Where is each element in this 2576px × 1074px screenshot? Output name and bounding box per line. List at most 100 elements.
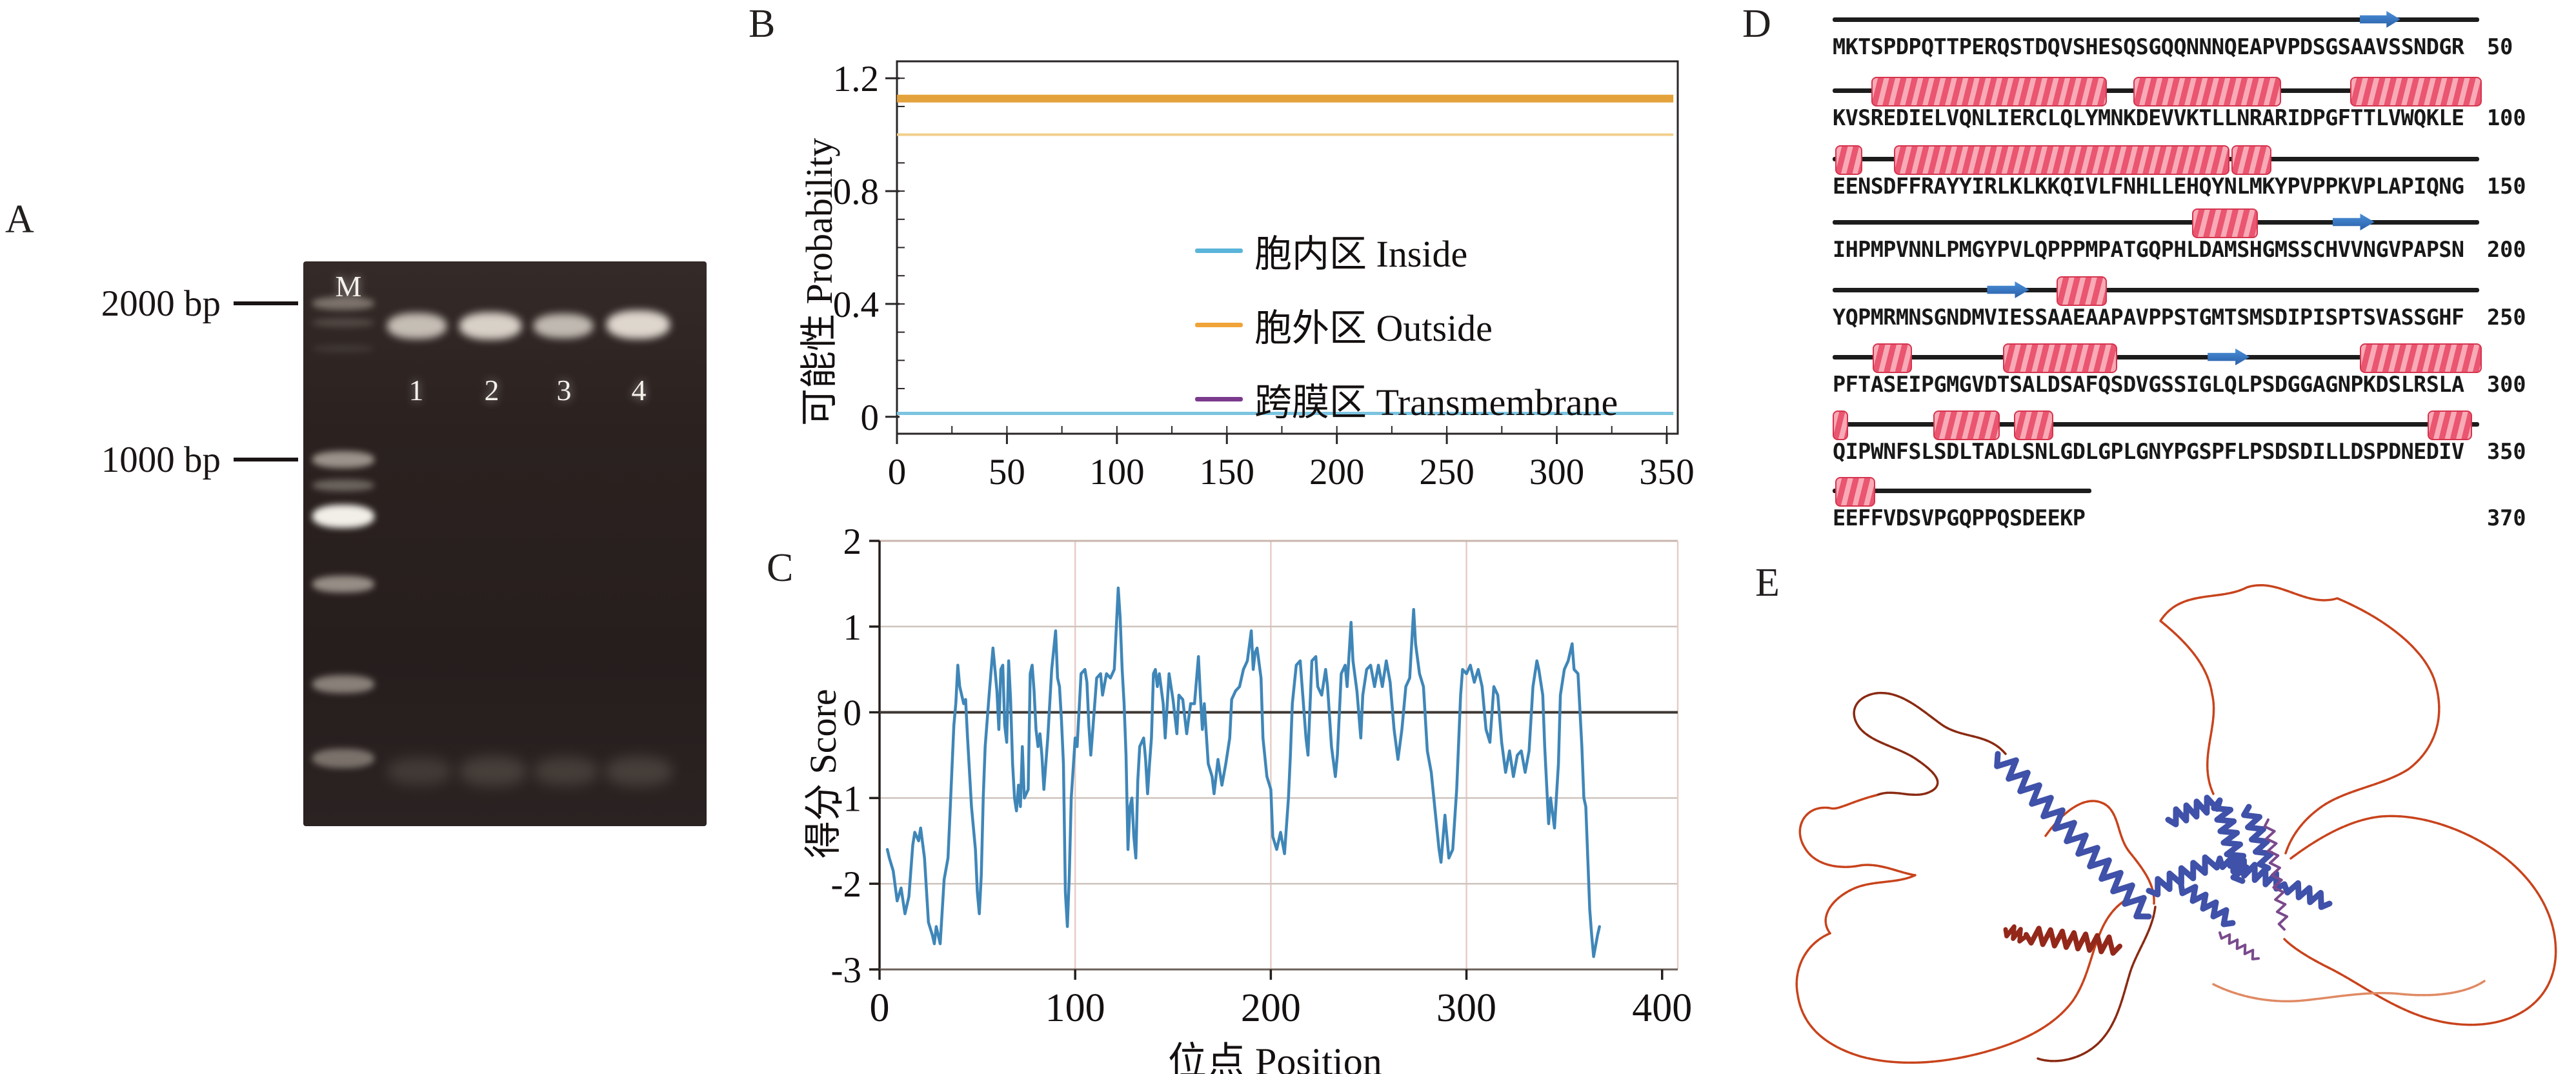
gel-band bbox=[312, 451, 374, 468]
transmembrane-line-swatch bbox=[1195, 396, 1243, 401]
helix-coil bbox=[2219, 931, 2260, 960]
svg-text:100: 100 bbox=[1089, 452, 1145, 492]
beta-strand-arrow-icon bbox=[2359, 11, 2400, 28]
disordered-loop-top-right bbox=[2159, 583, 2440, 855]
disordered-loop-right bbox=[2283, 815, 2557, 1026]
lane-number-label: 3 bbox=[556, 374, 572, 407]
sequence-text: YQPMRMNSGNDMVIESSAAEAAPAVPPSTGMTSMSDIPIS… bbox=[1833, 305, 2464, 330]
beta-strand-arrow-icon bbox=[2332, 214, 2375, 230]
svg-text:150: 150 bbox=[1200, 452, 1255, 492]
alpha-helix-icon bbox=[1873, 343, 1913, 373]
legend-item-outside: 胞外区 Outside bbox=[1195, 298, 1493, 352]
svg-text:0: 0 bbox=[870, 986, 890, 1030]
helix-coil bbox=[2003, 924, 2028, 944]
structure-annotation bbox=[1833, 274, 2479, 306]
beta-strand-arrow-icon bbox=[1987, 281, 2029, 298]
svg-text:400: 400 bbox=[1632, 986, 1692, 1030]
gel-band bbox=[459, 312, 521, 339]
sequence-text: EENSDFFRAYYIRLKLKKQIVLFNHLLEHQYNLMKYPVPP… bbox=[1833, 174, 2464, 199]
disordered-loop-upper-left bbox=[1853, 691, 2007, 796]
gel-band bbox=[312, 576, 374, 593]
residue-number: 250 bbox=[2487, 305, 2526, 330]
panel-d-label: D bbox=[1742, 2, 1771, 46]
alpha-helix-icon bbox=[2192, 208, 2259, 238]
svg-text:350: 350 bbox=[1639, 452, 1695, 492]
helix-coil bbox=[2217, 853, 2288, 892]
svg-text:-3: -3 bbox=[831, 950, 861, 991]
alpha-helix-icon bbox=[2427, 410, 2472, 440]
structure-annotation bbox=[1833, 409, 2479, 440]
chart-c-x-axis-title: 位点 Position bbox=[1168, 1040, 1382, 1074]
probability-chart: 0 0.4 0.8 1.2 0 50 100 150 200 250 300 350 bbox=[820, 39, 1710, 529]
disordered-loop-center-bottom bbox=[2037, 906, 2157, 1062]
gel-band bbox=[312, 480, 374, 491]
residue-number: 350 bbox=[2487, 439, 2526, 464]
panel-c-label: C bbox=[767, 546, 794, 590]
svg-text:250: 250 bbox=[1419, 452, 1474, 492]
gel-band bbox=[312, 675, 374, 693]
gel-band bbox=[312, 749, 374, 768]
gel-band bbox=[534, 757, 598, 785]
coil-line bbox=[1833, 422, 2479, 427]
helix-coil bbox=[2165, 795, 2223, 827]
svg-text:200: 200 bbox=[1309, 452, 1365, 492]
residue-number: 300 bbox=[2487, 372, 2526, 397]
sequence-row: EEFFVDSVPGQPPQSDEEKP 370 bbox=[1833, 475, 2576, 534]
sequence-text: EEFFVDSVPGQPPQSDEEKP bbox=[1833, 505, 2086, 531]
sequence-text: PFTASEIPGMGVDTSALDSAFQSDVGSSIGLQLPSDGGAG… bbox=[1833, 372, 2464, 397]
structure-annotation bbox=[1833, 75, 2482, 106]
disordered-loop-bottom-left bbox=[1795, 897, 2129, 1064]
legend-item-transmembrane: 跨膜区 Transmembrane bbox=[1195, 372, 1618, 426]
legend-item-inside: 胞内区 Inside bbox=[1195, 223, 1467, 278]
svg-text:-1: -1 bbox=[831, 778, 861, 819]
coil-line bbox=[1833, 17, 2479, 22]
outside-line-swatch bbox=[1195, 322, 1243, 327]
gel-band bbox=[387, 313, 447, 339]
alpha-helix-icon bbox=[2056, 276, 2107, 306]
alpha-helix-icon bbox=[2133, 77, 2282, 106]
beta-strand-arrow-icon bbox=[2208, 349, 2250, 365]
helix-coil bbox=[1994, 751, 2152, 920]
helix-coil bbox=[2146, 854, 2223, 898]
gel-band bbox=[312, 505, 374, 528]
structure-annotation bbox=[1833, 143, 2479, 175]
residue-number: 150 bbox=[2487, 174, 2526, 199]
panel-e-label: E bbox=[1755, 561, 1780, 605]
gel-band bbox=[607, 310, 670, 339]
alpha-helix-icon bbox=[1894, 145, 2230, 175]
alpha-helix-icon bbox=[1833, 410, 1849, 440]
lane-number-label: 4 bbox=[631, 374, 647, 407]
sequence-text: KVSREDIELVQNLIERCLQLYMNKDEVVKTLLNRARIDPG… bbox=[1833, 105, 2464, 130]
sequence-row: EENSDFFRAYYIRLKLKKQIVLFNHLLEHQYNLMKYPVPP… bbox=[1833, 143, 2576, 203]
loop-through-core bbox=[2044, 800, 2155, 905]
gel-band bbox=[312, 318, 374, 327]
gel-band bbox=[459, 756, 527, 786]
structure-annotation bbox=[1833, 475, 2479, 507]
svg-text:0: 0 bbox=[861, 398, 880, 438]
alpha-helix-icon bbox=[2350, 77, 2482, 106]
svg-text:50: 50 bbox=[989, 452, 1025, 492]
sequence-row: PFTASEIPGMGVDTSALDSAFQSDVGSSIGLQLPSDGGAG… bbox=[1833, 341, 2576, 401]
svg-text:-2: -2 bbox=[831, 864, 861, 905]
panel-a-label: A bbox=[5, 198, 34, 241]
sequence-row: KVSREDIELVQNLIERCLQLYMNKDEVVKTLLNRARIDPG… bbox=[1833, 75, 2576, 134]
alpha-helix-icon bbox=[1933, 410, 2000, 440]
helix-coil bbox=[2263, 818, 2289, 931]
sequence-row: IHPMPVNNLPMGYPVLQPPPMPATGQPHLDAMSHGMSSCH… bbox=[1833, 207, 2576, 266]
gel-band bbox=[605, 756, 672, 786]
structure-annotation bbox=[1833, 4, 2479, 35]
structure-annotation bbox=[1833, 341, 2482, 373]
svg-text:300: 300 bbox=[1436, 986, 1496, 1030]
svg-text:0: 0 bbox=[888, 452, 907, 492]
structure-annotation bbox=[1833, 207, 2479, 238]
protein-3d-structure bbox=[1795, 583, 2557, 1064]
panel-b-label: B bbox=[749, 2, 776, 46]
svg-text:200: 200 bbox=[1241, 986, 1301, 1030]
sequence-text: IHPMPVNNLPMGYPVLQPPPMPATGQPHLDAMSHGMSSCH… bbox=[1833, 237, 2464, 262]
residue-number: 50 bbox=[2487, 34, 2513, 59]
alpha-helix-icon bbox=[2013, 410, 2053, 440]
inside-label: 胞内区 Inside bbox=[1254, 233, 1468, 275]
outside-label: 胞外区 Outside bbox=[1254, 307, 1493, 349]
alpha-helix-icon bbox=[2359, 343, 2482, 373]
